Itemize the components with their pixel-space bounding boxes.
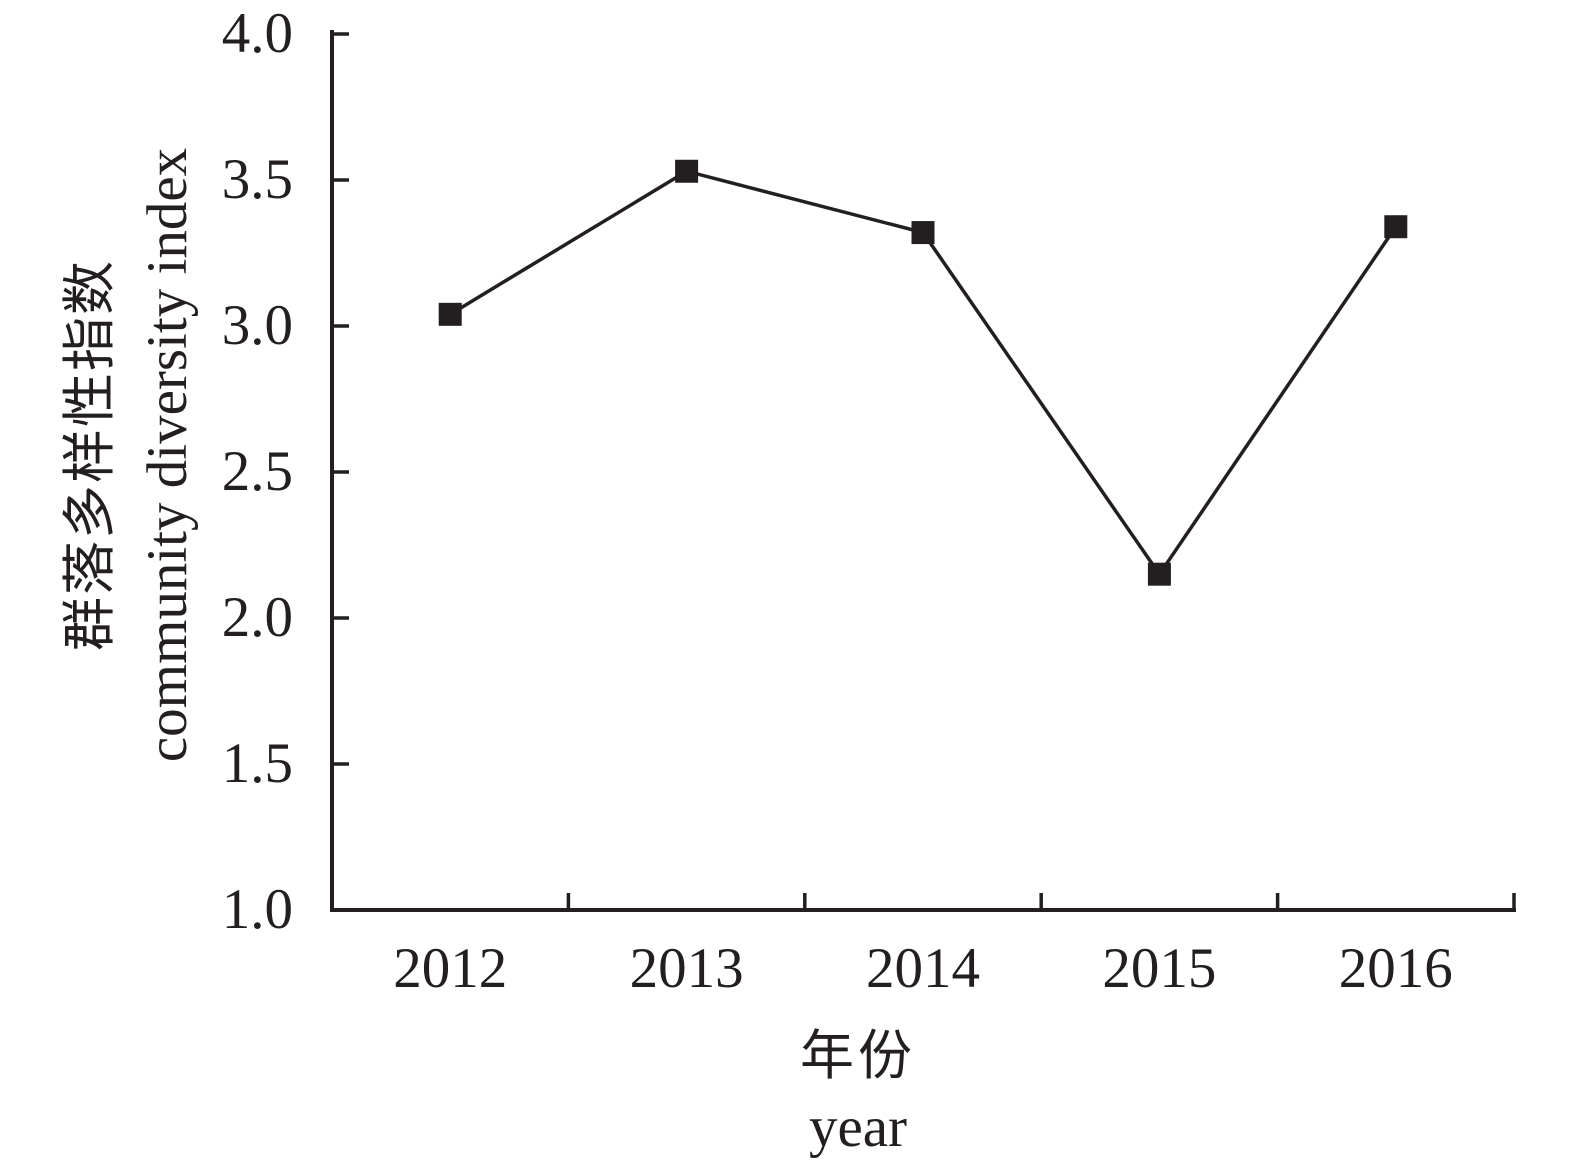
data-point-marker-2015	[1147, 562, 1171, 586]
y-axis-tick-label: 2.5	[221, 440, 293, 503]
y-axis-title: 群落多样性指数 community diversity index	[51, 5, 207, 905]
x-axis-tick-label-2014: 2014	[866, 937, 980, 1000]
x-axis-tick-label-2013: 2013	[629, 937, 744, 1000]
x-axis-tick-label-2012: 2012	[393, 937, 508, 1000]
y-axis-tick-labels: 4.0 3.5 3.0 2.5 2.0 1.5 1.0	[40, 0, 293, 1000]
data-point-marker-2016	[1384, 215, 1408, 239]
data-point-marker-2014	[911, 221, 935, 245]
y-axis-tick-label: 2.0	[221, 586, 293, 649]
y-axis-title-en: community diversity index	[136, 147, 199, 763]
x-axis-title-en: year	[808, 1096, 908, 1159]
y-axis-title-zh: 群落多样性指数	[60, 259, 120, 651]
data-point-marker-2012	[438, 302, 462, 326]
y-axis-tick-label: 3.5	[221, 148, 293, 211]
x-axis-title: 年份 year	[558, 1020, 1158, 1164]
data-point-marker-2013	[675, 159, 699, 183]
x-axis-tick-label-2015: 2015	[1102, 937, 1217, 1000]
x-axis-tick-label-2016: 2016	[1338, 937, 1453, 1000]
x-axis-title-zh: 年份	[800, 1026, 916, 1086]
y-axis-tick-label: 4.0	[221, 2, 293, 65]
y-axis-tick-label: 3.0	[221, 294, 293, 357]
y-axis-tick-label: 1.0	[221, 878, 293, 941]
y-axis-tick-label: 1.5	[221, 732, 293, 795]
